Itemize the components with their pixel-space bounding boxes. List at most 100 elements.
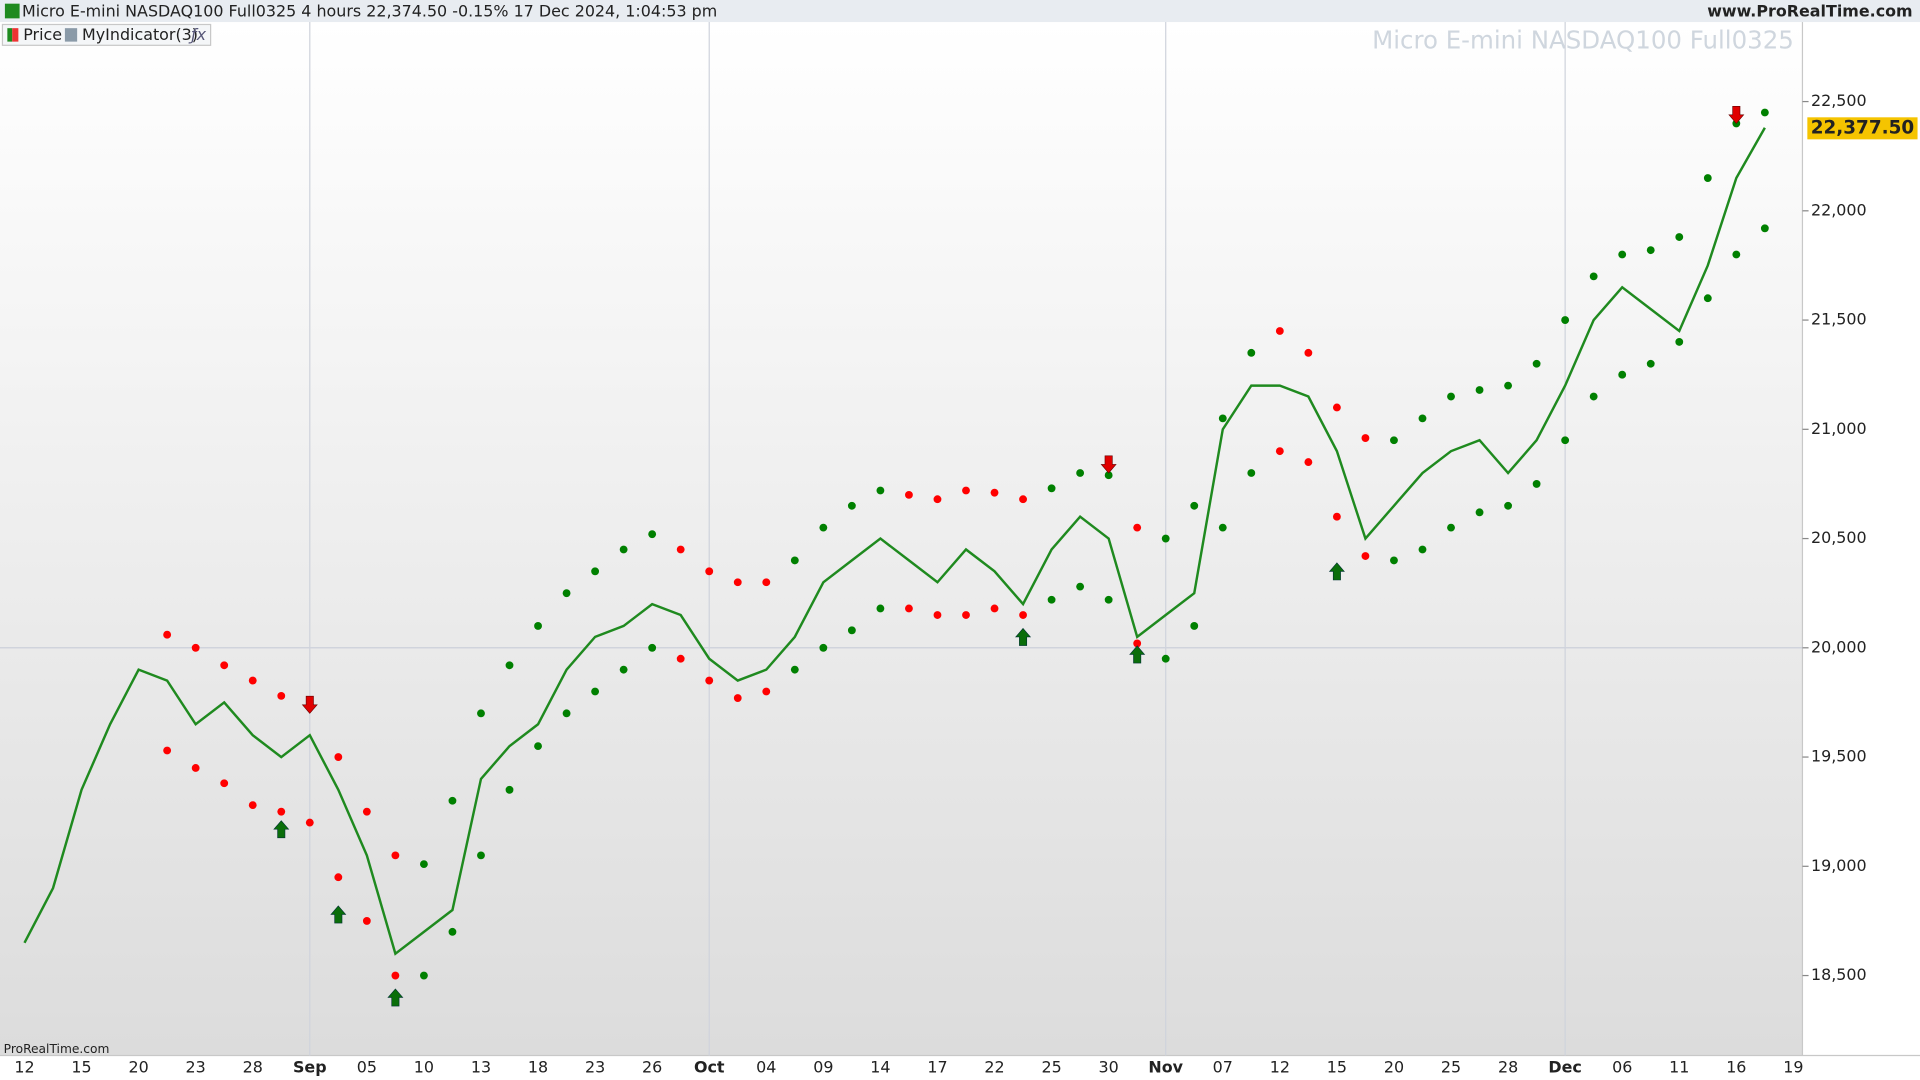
watermark: Micro E-mini NASDAQ100 Full0325 <box>1372 26 1794 55</box>
legend-label[interactable]: Price <box>23 25 62 44</box>
y-tick-label: 20,000 <box>1811 637 1867 656</box>
x-tick-label: 25 <box>1041 1057 1061 1076</box>
x-tick-label: 28 <box>1498 1057 1518 1076</box>
y-tick-label: 21,500 <box>1811 310 1867 329</box>
band-dot <box>191 764 200 772</box>
band-dot <box>334 873 343 882</box>
x-tick-label: 20 <box>1384 1057 1404 1076</box>
band-dot <box>847 626 856 635</box>
band-dot <box>1504 501 1512 510</box>
band-dot <box>1390 436 1398 445</box>
band-dot <box>990 604 999 613</box>
y-tick-label: 20,500 <box>1811 528 1867 547</box>
band-dot <box>990 488 999 497</box>
band-dot <box>962 486 970 495</box>
y-tick-label: 18,500 <box>1811 965 1867 984</box>
band-dot <box>1332 512 1341 521</box>
band-dot <box>448 927 457 936</box>
band-dot <box>1361 434 1370 442</box>
band-dot <box>1275 327 1284 335</box>
x-tick-label: 19 <box>1783 1057 1803 1076</box>
band-dot <box>1646 246 1655 255</box>
band-dot <box>1218 414 1227 423</box>
legend: Price MyIndicator(3) ƒx <box>1 23 212 46</box>
header-bar <box>0 0 1920 23</box>
band-dot <box>163 746 172 755</box>
x-tick-label: 12 <box>1270 1057 1290 1076</box>
band-dot <box>1361 552 1370 560</box>
plot: 18,500 19,000 19,500 20,000 20,500 21,000 21,5… <box>0 22 1918 1076</box>
band-dot <box>876 486 885 495</box>
band-dot <box>277 807 286 816</box>
x-tick-label: 10 <box>414 1057 434 1076</box>
x-tick-label: 28 <box>243 1057 263 1076</box>
band-dot <box>362 807 371 816</box>
logo <box>4 3 20 19</box>
x-tick-label: 06 <box>1612 1057 1632 1076</box>
band-dot <box>334 753 343 761</box>
y-tick-label: 19,500 <box>1811 747 1867 766</box>
band-dot <box>448 796 457 805</box>
band-dot <box>762 578 771 587</box>
band-dot <box>1561 436 1570 445</box>
band-dot <box>477 851 485 860</box>
band-dot <box>220 779 229 788</box>
x-tick-label: 20 <box>128 1057 148 1076</box>
buy-arrow <box>1328 562 1345 581</box>
band-dot <box>1275 447 1284 456</box>
band-dot <box>648 643 657 652</box>
band-dot <box>619 665 628 674</box>
sell-arrow <box>1100 455 1117 474</box>
band-dot <box>1218 523 1227 532</box>
band-dot <box>534 622 542 630</box>
legend-label[interactable]: MyIndicator(3) <box>82 25 198 44</box>
axis-area <box>1802 22 1920 1080</box>
band-dot <box>1475 508 1484 517</box>
x-tick-label: 22 <box>984 1057 1004 1076</box>
band-dot <box>1161 654 1170 663</box>
band-dot <box>1076 469 1085 477</box>
fx-icon[interactable]: ƒx <box>188 25 207 44</box>
band-dot <box>1760 224 1769 233</box>
band-dot <box>1504 381 1512 390</box>
band-dot <box>619 545 628 554</box>
band-dot <box>248 801 257 810</box>
x-tick-label: Oct <box>694 1057 725 1076</box>
x-tick-label: Sep <box>293 1057 327 1076</box>
band-dot <box>1047 484 1056 493</box>
instrument-info: Micro E-mini NASDAQ100 Full0325 4 hours … <box>22 2 717 21</box>
band-dot <box>1760 108 1769 117</box>
x-tick-label: 30 <box>1099 1057 1119 1076</box>
plot-area <box>0 22 1803 1056</box>
band-dot <box>420 971 428 980</box>
band-dot <box>790 665 799 674</box>
band-dot <box>1019 495 1027 504</box>
x-tick-label: 16 <box>1726 1057 1746 1076</box>
band-dot <box>1475 386 1484 394</box>
x-tick-label: 23 <box>186 1057 206 1076</box>
band-dot <box>905 490 913 499</box>
band-dot <box>933 611 942 619</box>
y-tick-label: 22,500 <box>1811 91 1867 110</box>
band-dot <box>505 785 514 794</box>
band-dot <box>1561 316 1570 324</box>
band-dot <box>505 661 514 670</box>
band-dot <box>562 589 571 598</box>
band-dot <box>1418 414 1427 423</box>
band-dot <box>1447 392 1455 401</box>
last-price-tag <box>1807 117 1918 140</box>
sell-arrow <box>301 695 318 714</box>
band-dot <box>790 556 799 565</box>
site: www.ProRealTime.com <box>1707 2 1912 21</box>
x-tick-label: 14 <box>870 1057 890 1076</box>
buy-arrow <box>273 820 290 839</box>
x-tick-label: 12 <box>14 1057 34 1076</box>
band-dot <box>220 661 229 670</box>
band-dot <box>1104 595 1113 604</box>
legend-swatch <box>12 28 19 42</box>
band-dot <box>1190 501 1199 510</box>
band-dot <box>705 567 714 576</box>
legend-box <box>1 23 212 46</box>
band-dot <box>847 501 856 510</box>
legend-swatch <box>64 28 78 42</box>
